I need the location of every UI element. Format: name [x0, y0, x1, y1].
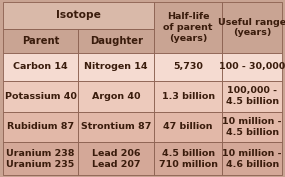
FancyBboxPatch shape	[3, 29, 78, 53]
FancyBboxPatch shape	[3, 81, 78, 112]
Text: Rubidium 87: Rubidium 87	[7, 122, 74, 132]
FancyBboxPatch shape	[222, 112, 282, 142]
FancyBboxPatch shape	[222, 2, 282, 53]
FancyBboxPatch shape	[154, 112, 222, 142]
Text: Potassium 40: Potassium 40	[5, 92, 77, 101]
Text: Uranium 238
Uranium 235: Uranium 238 Uranium 235	[6, 149, 75, 169]
Text: 10 million -
4.6 billion: 10 million - 4.6 billion	[223, 149, 282, 169]
FancyBboxPatch shape	[222, 53, 282, 81]
Text: 1.3 billion: 1.3 billion	[162, 92, 215, 101]
FancyBboxPatch shape	[3, 112, 78, 142]
FancyBboxPatch shape	[222, 142, 282, 175]
Text: 100,000 -
4.5 billion: 100,000 - 4.5 billion	[226, 86, 279, 106]
FancyBboxPatch shape	[154, 142, 222, 175]
FancyBboxPatch shape	[222, 81, 282, 112]
FancyBboxPatch shape	[154, 81, 222, 112]
FancyBboxPatch shape	[78, 112, 154, 142]
Text: Nitrogen 14: Nitrogen 14	[84, 62, 148, 71]
Text: Half-life
of parent
(years): Half-life of parent (years)	[163, 12, 213, 43]
Text: Strontium 87: Strontium 87	[81, 122, 151, 132]
FancyBboxPatch shape	[78, 81, 154, 112]
FancyBboxPatch shape	[3, 142, 78, 175]
FancyBboxPatch shape	[78, 29, 154, 53]
Text: Parent: Parent	[22, 36, 59, 46]
FancyBboxPatch shape	[154, 2, 222, 53]
FancyBboxPatch shape	[3, 2, 154, 29]
Text: 5,730: 5,730	[173, 62, 203, 71]
FancyBboxPatch shape	[154, 53, 222, 81]
Text: Carbon 14: Carbon 14	[13, 62, 68, 71]
FancyBboxPatch shape	[78, 142, 154, 175]
Text: Isotope: Isotope	[56, 10, 101, 21]
Text: 4.5 billion
710 million: 4.5 billion 710 million	[158, 149, 218, 169]
Text: Useful range
(years): Useful range (years)	[218, 18, 285, 37]
FancyBboxPatch shape	[3, 53, 78, 81]
Text: 100 - 30,000: 100 - 30,000	[219, 62, 285, 71]
Text: 47 billion: 47 billion	[163, 122, 213, 132]
Text: Daughter: Daughter	[90, 36, 142, 46]
Text: Argon 40: Argon 40	[92, 92, 141, 101]
FancyBboxPatch shape	[78, 53, 154, 81]
Text: 10 million -
4.5 billion: 10 million - 4.5 billion	[223, 117, 282, 137]
Text: Lead 206
Lead 207: Lead 206 Lead 207	[92, 149, 141, 169]
